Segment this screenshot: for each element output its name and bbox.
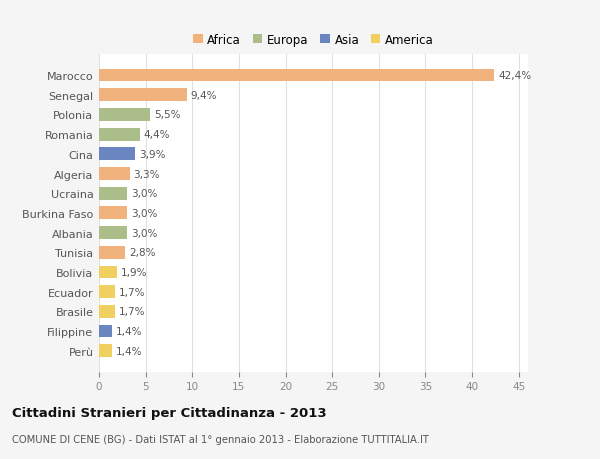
Bar: [99, 305, 115, 318]
Text: COMUNE DI CENE (BG) - Dati ISTAT al 1° gennaio 2013 - Elaborazione TUTTITALIA.IT: COMUNE DI CENE (BG) - Dati ISTAT al 1° g…: [12, 434, 429, 444]
Text: 1,9%: 1,9%: [121, 268, 147, 277]
Text: 9,4%: 9,4%: [190, 90, 217, 101]
Bar: [99, 187, 127, 200]
Bar: [99, 345, 112, 358]
Text: 3,0%: 3,0%: [131, 189, 157, 199]
Text: 42,4%: 42,4%: [498, 71, 531, 81]
Text: 4,4%: 4,4%: [144, 130, 170, 140]
Bar: [99, 148, 136, 161]
Text: 2,8%: 2,8%: [129, 248, 155, 258]
Text: 1,4%: 1,4%: [116, 326, 142, 336]
Text: 3,0%: 3,0%: [131, 208, 157, 218]
Bar: [99, 168, 130, 180]
Bar: [99, 109, 150, 122]
Bar: [99, 246, 125, 259]
Legend: Africa, Europa, Asia, America: Africa, Europa, Asia, America: [188, 29, 439, 52]
Bar: [99, 285, 115, 298]
Text: 3,0%: 3,0%: [131, 228, 157, 238]
Bar: [99, 325, 112, 338]
Bar: [99, 89, 187, 102]
Text: 1,4%: 1,4%: [116, 346, 142, 356]
Bar: [99, 207, 127, 220]
Bar: [99, 69, 494, 82]
Text: 3,9%: 3,9%: [139, 150, 166, 159]
Text: 3,3%: 3,3%: [134, 169, 160, 179]
Bar: [99, 129, 140, 141]
Bar: [99, 266, 117, 279]
Bar: [99, 227, 127, 240]
Text: 1,7%: 1,7%: [119, 307, 145, 317]
Text: 5,5%: 5,5%: [154, 110, 181, 120]
Text: Cittadini Stranieri per Cittadinanza - 2013: Cittadini Stranieri per Cittadinanza - 2…: [12, 406, 326, 419]
Text: 1,7%: 1,7%: [119, 287, 145, 297]
